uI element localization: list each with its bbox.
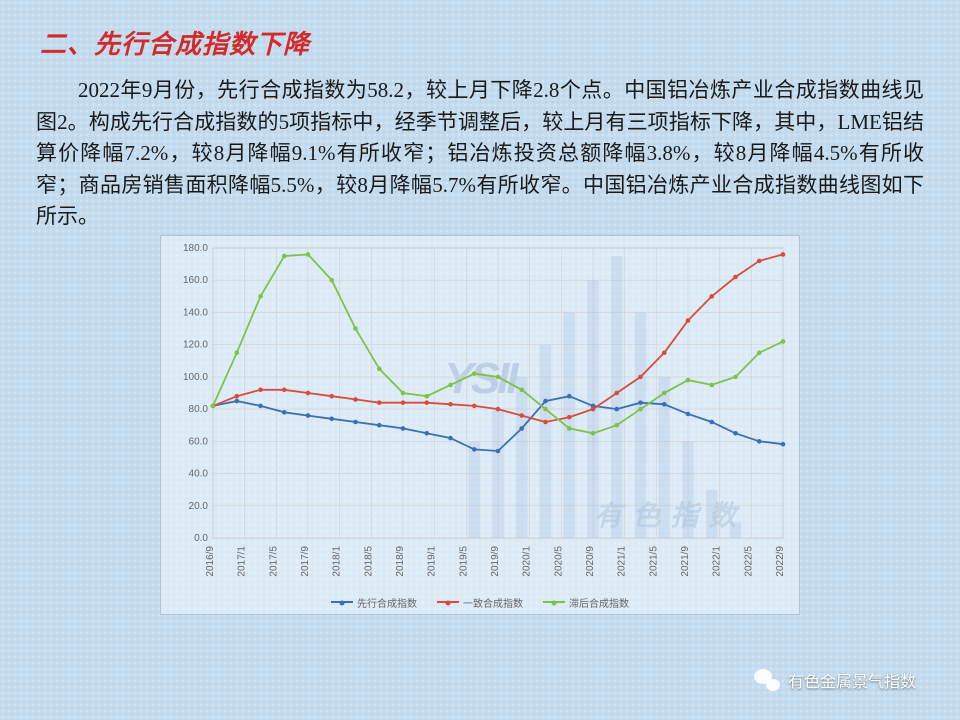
- svg-text:160.0: 160.0: [183, 275, 208, 286]
- chart-svg: 0.0 20.0 40.0 60.0 80.0 100.0 120.0 140.0 160.0 1…: [161, 236, 801, 616]
- svg-text:60.0: 60.0: [189, 436, 209, 447]
- section-title: 二、先行合成指数下降: [40, 24, 928, 61]
- svg-text:2017/1: 2017/1: [237, 545, 248, 576]
- svg-text:2022/1: 2022/1: [712, 545, 723, 576]
- svg-text:2022/5: 2022/5: [743, 545, 754, 576]
- svg-text:2019/1: 2019/1: [427, 545, 438, 576]
- svg-text:2018/1: 2018/1: [332, 545, 343, 576]
- legend-label: 滞后合成指数: [569, 595, 629, 610]
- svg-text:2021/9: 2021/9: [680, 545, 691, 576]
- legend-item: 滞后合成指数: [543, 595, 629, 610]
- legend-label: 先行合成指数: [357, 595, 417, 610]
- chart-legend: 先行合成指数 一致合成指数 滞后合成指数: [161, 595, 799, 610]
- svg-text:2020/5: 2020/5: [553, 545, 564, 576]
- wechat-icon: [754, 669, 780, 691]
- legend-item: 先行合成指数: [331, 595, 417, 610]
- legend-label: 一致合成指数: [463, 595, 523, 610]
- body-paragraph: 2022年9月份，先行合成指数为58.2，较上月下降2.8个点。中国铝冶炼产业合…: [32, 75, 928, 233]
- svg-text:2019/9: 2019/9: [490, 545, 501, 576]
- svg-text:120.0: 120.0: [183, 339, 208, 350]
- svg-text:2020/1: 2020/1: [522, 545, 533, 576]
- svg-text:0.0: 0.0: [194, 533, 208, 544]
- svg-text:2019/5: 2019/5: [458, 545, 469, 576]
- svg-text:100.0: 100.0: [183, 371, 208, 382]
- svg-text:180.0: 180.0: [183, 243, 208, 254]
- legend-item: 一致合成指数: [437, 595, 523, 610]
- svg-text:80.0: 80.0: [189, 404, 209, 415]
- svg-text:2016/9: 2016/9: [205, 545, 216, 576]
- legend-swatch: [543, 601, 565, 603]
- svg-text:20.0: 20.0: [189, 500, 209, 511]
- svg-text:2021/5: 2021/5: [648, 545, 659, 576]
- svg-text:2020/9: 2020/9: [585, 545, 596, 576]
- svg-text:2022/9: 2022/9: [775, 545, 786, 576]
- svg-text:40.0: 40.0: [189, 468, 209, 479]
- svg-text:2017/5: 2017/5: [268, 545, 279, 576]
- composite-index-chart: YSII 有色指数 0.020.040.060.080.0100.0120.01…: [160, 235, 800, 615]
- footer-source: 有色金属景气指数: [754, 668, 916, 692]
- svg-text:2017/9: 2017/9: [300, 545, 311, 576]
- svg-text:2018/9: 2018/9: [395, 545, 406, 576]
- footer-label: 有色金属景气指数: [788, 668, 916, 692]
- svg-text:140.0: 140.0: [183, 307, 208, 318]
- svg-text:2018/5: 2018/5: [363, 545, 374, 576]
- legend-swatch: [331, 601, 353, 603]
- svg-text:2021/1: 2021/1: [617, 545, 628, 576]
- legend-swatch: [437, 601, 459, 603]
